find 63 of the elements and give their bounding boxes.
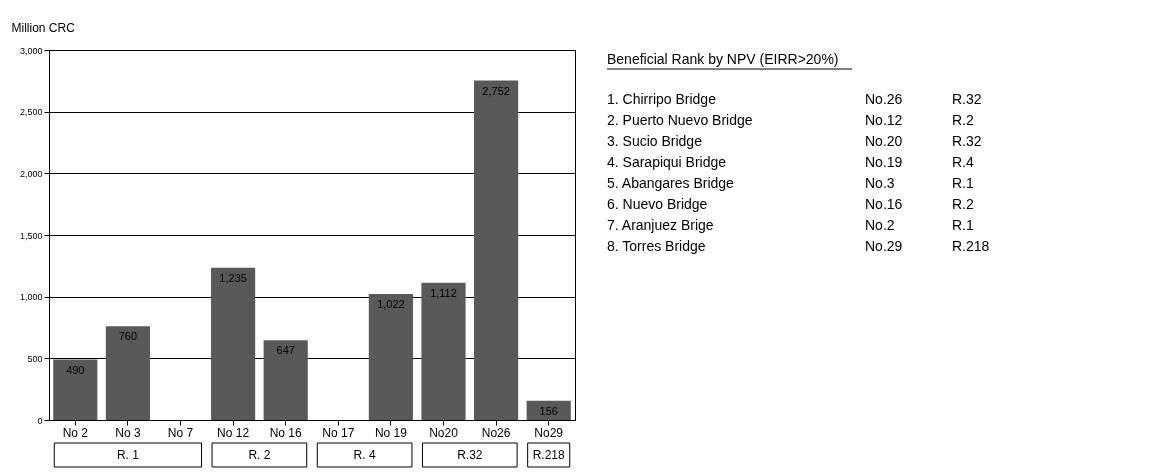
x-tick-label: No 3	[115, 425, 141, 440]
data-label: 1,235	[219, 271, 247, 284]
text: 7. Aranjuez Brige	[607, 217, 714, 233]
text: No.19	[865, 154, 903, 170]
data-label: 647	[276, 344, 295, 357]
x-tick-label: No 12	[217, 425, 250, 440]
data-label: 156	[539, 404, 558, 417]
text: No.20	[865, 133, 903, 149]
text: No.16	[865, 196, 903, 212]
y-tick-label: 2,000	[19, 168, 43, 179]
bar	[474, 80, 519, 420]
bar	[211, 267, 256, 420]
text: R.1	[952, 217, 974, 233]
text: 6. Nuevo Bridge	[607, 196, 708, 212]
text: No.3	[865, 175, 895, 191]
x-tick-label: No 2	[62, 425, 89, 440]
y-tick-label: 1,500	[19, 230, 43, 241]
text: R.1	[952, 175, 974, 191]
text: R. 4	[353, 448, 376, 462]
bar	[53, 359, 98, 420]
text: 4. Sarapiqui Bridge	[607, 154, 727, 170]
text: R.2	[952, 196, 974, 212]
y-tick-label: 500	[27, 353, 43, 364]
data-label: 1,112	[430, 286, 457, 299]
text: No.26	[865, 91, 903, 107]
x-tick-label: No 19	[374, 425, 408, 440]
text: No.2	[865, 217, 895, 233]
y-tick-label: 2,500	[19, 107, 43, 118]
bar	[368, 293, 413, 420]
y-axis-title: Million CRC	[11, 20, 76, 35]
text: 5. Abangares Bridge	[607, 175, 735, 191]
text: R.2	[952, 112, 974, 128]
text: 3. Sucio Bridge	[607, 133, 703, 149]
y-tick-label: 1,000	[19, 292, 43, 303]
text: No.29	[865, 238, 903, 254]
x-tick-label: No26	[481, 425, 511, 440]
text: No.12	[865, 112, 903, 128]
bar	[263, 340, 308, 420]
y-tick-label: 0	[37, 415, 43, 426]
bar	[421, 282, 466, 420]
x-tick-label: No29	[534, 425, 564, 440]
x-tick-label: No 7	[167, 425, 194, 440]
text: 8. Torres Bridge	[607, 238, 706, 254]
data-label: 1,022	[377, 297, 405, 310]
text: R.32	[952, 91, 982, 107]
text: 2. Puerto Nuevo Bridge	[607, 112, 753, 128]
text: R.218	[952, 238, 990, 254]
data-label: 490	[66, 363, 85, 376]
data-label: 2,752	[482, 84, 510, 97]
x-tick-label: No 16	[269, 425, 303, 440]
y-tick-label: 3,000	[19, 45, 43, 56]
text: R.218	[532, 448, 566, 462]
x-tick-label: No20	[429, 425, 459, 440]
data-label: 760	[118, 330, 138, 343]
x-tick-label: No 17	[322, 425, 355, 440]
text: R.32	[952, 133, 982, 149]
text: R. 2	[248, 448, 271, 462]
text: 1. Chirripo Bridge	[607, 91, 717, 107]
text: R.32	[457, 448, 483, 462]
text: R. 1	[116, 448, 140, 462]
bar	[105, 326, 150, 420]
text: Beneficial Rank by NPV (EIRR>20%)	[607, 51, 839, 67]
text: R.4	[952, 154, 974, 170]
